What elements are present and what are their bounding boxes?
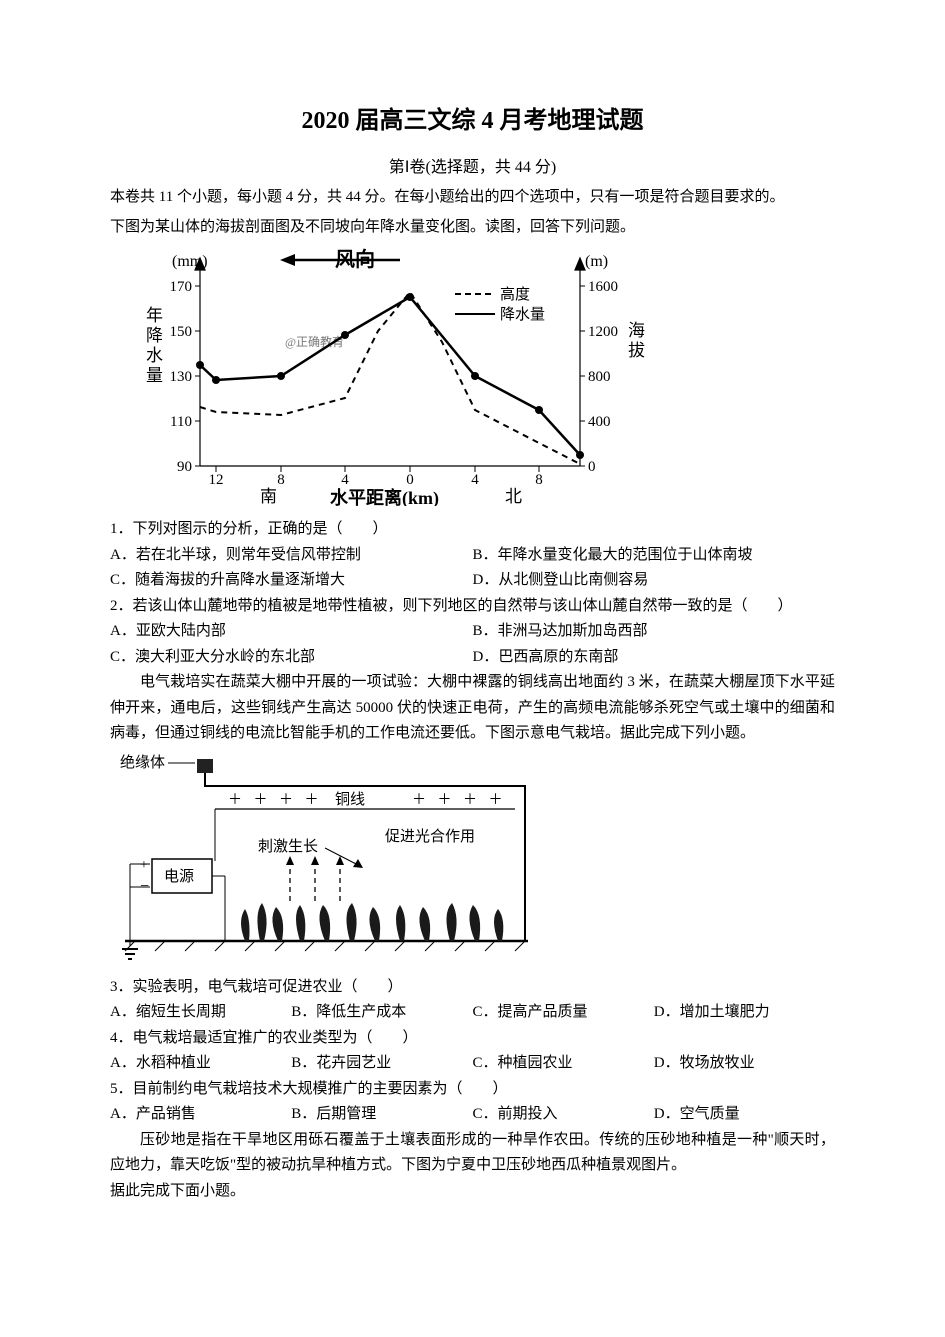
svg-text:0: 0 (406, 472, 414, 488)
q4-opts: A．水稻种植业 B．花卉园艺业 C．种植园农业 D．牧场放牧业 (110, 1051, 835, 1077)
q1-A: A．若在北半球，则常年受信风带控制 (110, 543, 473, 569)
q5-D: D．空气质量 (654, 1102, 835, 1128)
left-unit: (mm) (172, 253, 208, 270)
plus-right: ＋ ＋ ＋ ＋ (412, 793, 507, 808)
q2-row2: C．澳大利亚大分水岭的东北部 D．巴西高原的东南部 (110, 645, 835, 671)
svg-text:8: 8 (535, 472, 543, 488)
q1-row1: A．若在北半球，则常年受信风带控制 B．年降水量变化最大的范围位于山体南坡 (110, 543, 835, 569)
plus-left: ＋ ＋ ＋ ＋ (228, 793, 323, 808)
legend-dashed: 高度 (500, 286, 530, 303)
svg-text:0: 0 (588, 459, 596, 475)
svg-text:4: 4 (471, 472, 479, 488)
intro-1: 本卷共 11 个小题，每小题 4 分，共 44 分。在每小题给出的四个选项中，只… (110, 185, 835, 211)
label-power: 电源 (164, 868, 194, 885)
svg-text:量: 量 (146, 366, 163, 385)
label-stimulate: 刺激生长 (258, 838, 318, 855)
q4-B: B．花卉园艺业 (291, 1051, 472, 1077)
svg-text:170: 170 (170, 279, 193, 295)
left-label: 年 (146, 306, 163, 325)
q2-row1: A．亚欧大陆内部 B．非洲马达加斯加岛西部 (110, 619, 835, 645)
q3-B: B．降低生产成本 (291, 1000, 472, 1026)
q2-C: C．澳大利亚大分水岭的东北部 (110, 645, 473, 671)
q4-A: A．水稻种植业 (110, 1051, 291, 1077)
svg-text:110: 110 (170, 414, 192, 430)
q3-D: D．增加土壤肥力 (654, 1000, 835, 1026)
q2-B: B．非洲马达加斯加岛西部 (473, 619, 836, 645)
label-copper: 铜线 (335, 791, 365, 808)
north-label: 北 (505, 487, 522, 506)
q3-opts: A．缩短生长周期 B．降低生产成本 C．提高产品质量 D．增加土壤肥力 (110, 1000, 835, 1026)
q4-stem: 4．电气栽培最适宜推广的农业类型为（ ） (110, 1026, 835, 1052)
diagram-electro-cultivation: 绝缘体 ＋ ＋ ＋ ＋ ＋ ＋ ＋ ＋ 铜线 电源 + − (110, 751, 540, 971)
svg-text:150: 150 (170, 324, 193, 340)
chart-mountain-precip: 90 110 130 150 170 0 400 800 1200 1600 1… (110, 246, 650, 511)
q1-stem: 1．下列对图示的分析，正确的是（ ） (110, 517, 835, 543)
svg-text:400: 400 (588, 414, 611, 430)
section-subtitle: 第Ⅰ卷(选择题，共 44 分) (110, 153, 835, 177)
label-insulator: 绝缘体 (120, 754, 165, 771)
right-label: 海 (628, 321, 645, 340)
q2-A: A．亚欧大陆内部 (110, 619, 473, 645)
q2-D: D．巴西高原的东南部 (473, 645, 836, 671)
svg-text:130: 130 (170, 369, 193, 385)
passage-3: 压砂地是指在干旱地区用砾石覆盖于土壤表面形成的一种旱作农田。传统的压砂地种植是一… (110, 1128, 835, 1179)
svg-text:8: 8 (277, 472, 285, 488)
label-photosynthesis: 促进光合作用 (385, 828, 475, 845)
q5-A: A．产品销售 (110, 1102, 291, 1128)
svg-text:+: + (140, 858, 148, 873)
svg-text:1200: 1200 (588, 324, 618, 340)
q3-A: A．缩短生长周期 (110, 1000, 291, 1026)
q2-stem: 2．若该山体山麓地带的植被是地带性植被，则下列地区的自然带与该山体山麓自然带一致… (110, 594, 835, 620)
q1-C: C．随着海拔的升高降水量逐渐增大 (110, 568, 473, 594)
legend-solid: 降水量 (500, 306, 545, 323)
intro-2: 下图为某山体的海拔剖面图及不同坡向年降水量变化图。读图，回答下列问题。 (110, 215, 835, 241)
svg-text:1600: 1600 (588, 279, 618, 295)
svg-text:12: 12 (209, 472, 224, 488)
right-unit: (m) (585, 253, 608, 270)
x-label: 水平距离(km) (330, 487, 439, 506)
south-label: 南 (260, 487, 277, 506)
q5-opts: A．产品销售 B．后期管理 C．前期投入 D．空气质量 (110, 1102, 835, 1128)
q1-D: D．从北侧登山比南侧容易 (473, 568, 836, 594)
svg-text:800: 800 (588, 369, 611, 385)
passage-2: 电气栽培实在蔬菜大棚中开展的一项试验：大棚中裸露的铜线高出地面约 3 米，在蔬菜… (110, 670, 835, 747)
q4-D: D．牧场放牧业 (654, 1051, 835, 1077)
q1-B: B．年降水量变化最大的范围位于山体南坡 (473, 543, 836, 569)
q5-C: C．前期投入 (473, 1102, 654, 1128)
q4-C: C．种植园农业 (473, 1051, 654, 1077)
q1-row2: C．随着海拔的升高降水量逐渐增大 D．从北侧登山比南侧容易 (110, 568, 835, 594)
conclusion: 据此完成下面小题。 (110, 1179, 835, 1205)
q3-stem: 3．实验表明，电气栽培可促进农业（ ） (110, 975, 835, 1001)
svg-text:4: 4 (341, 472, 349, 488)
page-title: 2020 届高三文综 4 月考地理试题 (110, 100, 835, 135)
svg-text:降: 降 (146, 326, 163, 345)
q5-stem: 5．目前制约电气栽培技术大规模推广的主要因素为（ ） (110, 1077, 835, 1103)
q3-C: C．提高产品质量 (473, 1000, 654, 1026)
svg-text:水: 水 (146, 346, 163, 365)
svg-text:拔: 拔 (628, 341, 645, 360)
q5-B: B．后期管理 (291, 1102, 472, 1128)
svg-text:90: 90 (177, 459, 192, 475)
